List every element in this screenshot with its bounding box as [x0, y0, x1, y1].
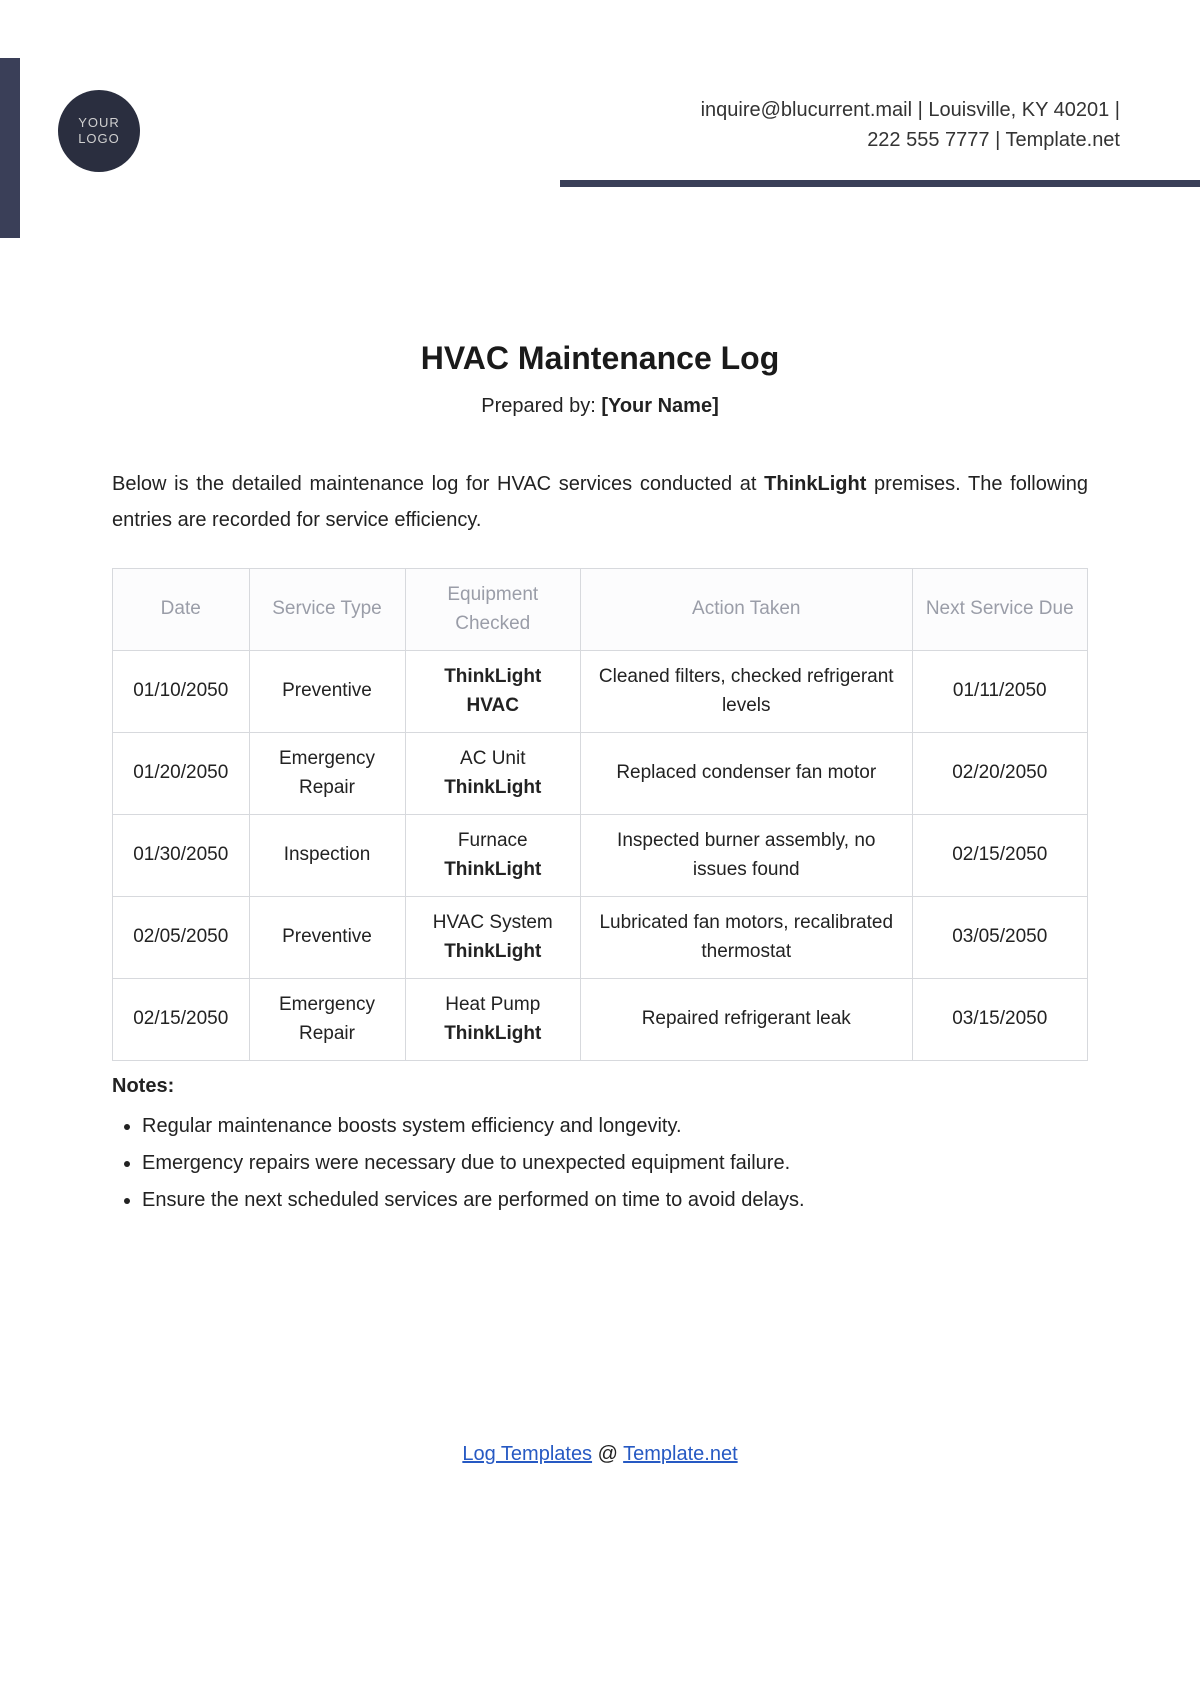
cell-date: 01/10/2050: [113, 651, 250, 733]
cell-action: Repaired refrigerant leak: [581, 979, 913, 1061]
cell-date: 01/30/2050: [113, 815, 250, 897]
logo-placeholder: YOUR LOGO: [58, 90, 140, 172]
intro-text: Below is the detailed maintenance log fo…: [112, 466, 1088, 538]
footer-link-site[interactable]: Template.net: [623, 1443, 738, 1465]
cell-equip: ThinkLight HVAC: [405, 651, 581, 733]
contact-line2: 222 555 7777 | Template.net: [867, 129, 1120, 151]
cell-type: Emergency Repair: [249, 979, 405, 1061]
notes-title: Notes:: [112, 1075, 1088, 1098]
logo-line2: LOGO: [78, 131, 120, 146]
col-action: Action Taken: [581, 569, 913, 651]
header-rule: [560, 180, 1200, 187]
page-title: HVAC Maintenance Log: [112, 340, 1088, 377]
col-date: Date: [113, 569, 250, 651]
table-row: 01/20/2050Emergency RepairAC Unit ThinkL…: [113, 733, 1088, 815]
cell-action: Replaced condenser fan motor: [581, 733, 913, 815]
cell-date: 02/15/2050: [113, 979, 250, 1061]
table-row: 01/10/2050PreventiveThinkLight HVACClean…: [113, 651, 1088, 733]
cell-equip: Heat Pump ThinkLight: [405, 979, 581, 1061]
side-accent-bar: [0, 58, 20, 238]
prepared-label: Prepared by:: [481, 395, 601, 417]
cell-action: Cleaned filters, checked refrigerant lev…: [581, 651, 913, 733]
cell-date: 01/20/2050: [113, 733, 250, 815]
footer-middle: @: [592, 1443, 623, 1465]
cell-type: Preventive: [249, 651, 405, 733]
intro-before: Below is the detailed maintenance log fo…: [112, 473, 764, 495]
table-row: 01/30/2050InspectionFurnace ThinkLightIn…: [113, 815, 1088, 897]
cell-equip: HVAC System ThinkLight: [405, 897, 581, 979]
cell-next: 03/05/2050: [912, 897, 1088, 979]
cell-next: 02/20/2050: [912, 733, 1088, 815]
cell-equip: AC Unit ThinkLight: [405, 733, 581, 815]
cell-type: Emergency Repair: [249, 733, 405, 815]
cell-equip: Furnace ThinkLight: [405, 815, 581, 897]
footer-link-templates[interactable]: Log Templates: [462, 1443, 592, 1465]
cell-type: Preventive: [249, 897, 405, 979]
table-row: 02/15/2050Emergency RepairHeat Pump Thin…: [113, 979, 1088, 1061]
prepared-by: Prepared by: [Your Name]: [112, 395, 1088, 418]
intro-bold: ThinkLight: [764, 473, 866, 495]
col-equip: Equipment Checked: [405, 569, 581, 651]
footer: Log Templates @ Template.net: [0, 1443, 1200, 1466]
logo-line1: YOUR: [78, 115, 120, 130]
cell-date: 02/05/2050: [113, 897, 250, 979]
cell-action: Inspected burner assembly, no issues fou…: [581, 815, 913, 897]
prepared-value: [Your Name]: [601, 395, 718, 417]
notes-list: Regular maintenance boosts system effici…: [112, 1108, 1088, 1219]
cell-next: 03/15/2050: [912, 979, 1088, 1061]
content: HVAC Maintenance Log Prepared by: [Your …: [112, 340, 1088, 1219]
col-type: Service Type: [249, 569, 405, 651]
col-next: Next Service Due: [912, 569, 1088, 651]
note-item: Emergency repairs were necessary due to …: [142, 1145, 1088, 1182]
cell-action: Lubricated fan motors, recalibrated ther…: [581, 897, 913, 979]
table-row: 02/05/2050PreventiveHVAC System ThinkLig…: [113, 897, 1088, 979]
note-item: Regular maintenance boosts system effici…: [142, 1108, 1088, 1145]
cell-type: Inspection: [249, 815, 405, 897]
maintenance-table: Date Service Type Equipment Checked Acti…: [112, 568, 1088, 1061]
note-item: Ensure the next scheduled services are p…: [142, 1182, 1088, 1219]
cell-next: 02/15/2050: [912, 815, 1088, 897]
cell-next: 01/11/2050: [912, 651, 1088, 733]
contact-line1: inquire@blucurrent.mail | Louisville, KY…: [701, 99, 1120, 121]
table-header-row: Date Service Type Equipment Checked Acti…: [113, 569, 1088, 651]
header-contact: inquire@blucurrent.mail | Louisville, KY…: [560, 95, 1200, 155]
